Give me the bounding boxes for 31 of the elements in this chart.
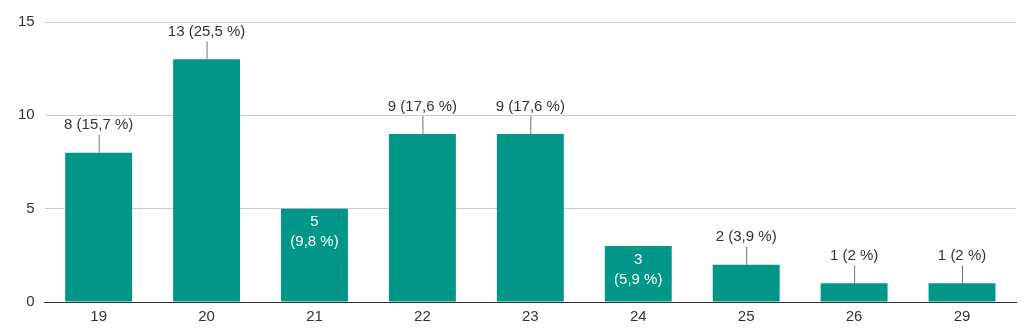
- bar: [496, 134, 564, 302]
- bar: [388, 134, 456, 302]
- data-label: 13 (25,5 %): [167, 21, 246, 39]
- x-tick-label: 21: [306, 307, 323, 325]
- bar: [712, 264, 780, 302]
- bar: [928, 283, 996, 302]
- data-label: 9 (17,6 %): [495, 96, 565, 114]
- data-label: 5 (9,8 %): [290, 212, 339, 250]
- bar: [604, 246, 672, 302]
- data-label: 3 (5,9 %): [614, 249, 663, 287]
- y-tick-label: 0: [26, 292, 35, 310]
- data-label: 1 (2 %): [937, 245, 987, 263]
- x-tick-label: 24: [629, 307, 647, 325]
- y-tick-label: 10: [18, 105, 35, 123]
- x-tick-label: 25: [737, 307, 755, 325]
- x-tick-label: 20: [198, 307, 215, 325]
- y-tick-label: 5: [26, 198, 35, 216]
- x-tick-label: 22: [414, 307, 431, 325]
- data-label: 2 (3,9 %): [715, 227, 777, 245]
- bar: [281, 208, 348, 302]
- y-tick-label: 15: [18, 12, 35, 30]
- x-tick-label: 29: [953, 307, 971, 325]
- x-tick-label: 19: [90, 307, 107, 325]
- data-label: 9 (17,6 %): [387, 96, 458, 114]
- x-tick-label: 26: [845, 307, 863, 325]
- bar: [65, 152, 133, 302]
- bar: [173, 59, 241, 302]
- bar: [820, 283, 888, 302]
- data-label: 1 (2 %): [829, 245, 879, 263]
- data-label: 8 (15,7 %): [64, 115, 134, 133]
- x-tick-label: 23: [522, 307, 539, 325]
